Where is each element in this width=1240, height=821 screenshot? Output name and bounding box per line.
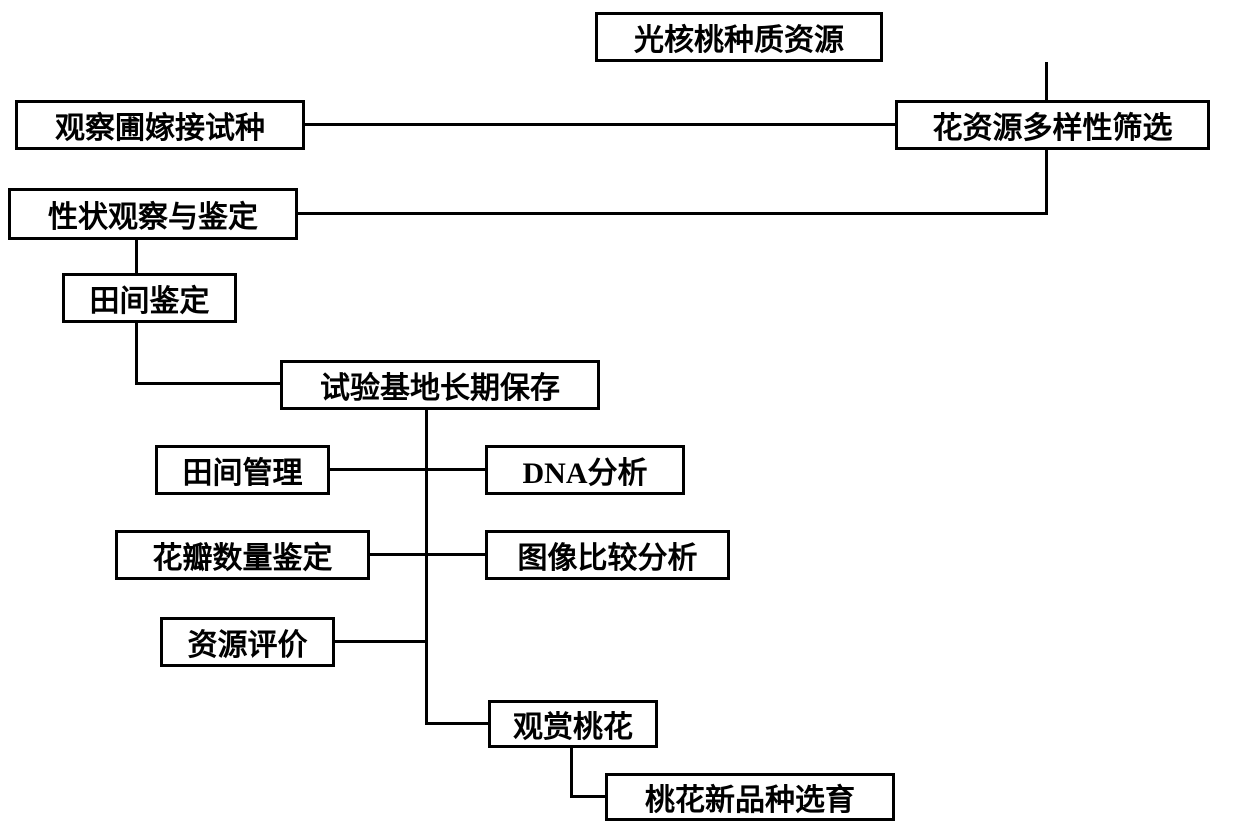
flowchart-node-n3: 花资源多样性筛选 — [895, 100, 1210, 150]
edge-line — [298, 212, 1048, 215]
edge-line — [330, 468, 485, 471]
flowchart-node-n5: 田间鉴定 — [62, 273, 237, 323]
edge-line — [305, 123, 895, 126]
edge-line — [1045, 62, 1048, 100]
flowchart-node-n12: 观赏桃花 — [488, 700, 658, 748]
edge-line — [425, 722, 488, 725]
edge-line — [570, 795, 605, 798]
edge-line — [425, 410, 428, 724]
edge-line — [135, 382, 280, 385]
edge-line — [335, 640, 428, 643]
flowchart-node-n8: DNA分析 — [485, 445, 685, 495]
flowchart-node-n11: 资源评价 — [160, 617, 335, 667]
flowchart-node-n4: 性状观察与鉴定 — [8, 188, 298, 240]
edge-line — [135, 323, 138, 385]
flowchart-node-n1: 光核桃种质资源 — [595, 12, 883, 62]
edge-line — [135, 240, 138, 273]
flowchart-node-n2: 观察圃嫁接试种 — [15, 100, 305, 150]
edge-line — [370, 553, 485, 556]
flowchart-node-n6: 试验基地长期保存 — [280, 360, 600, 410]
flowchart-node-n10: 图像比较分析 — [485, 530, 730, 580]
flowchart-node-n13: 桃花新品种选育 — [605, 773, 895, 821]
flowchart-node-n7: 田间管理 — [155, 445, 330, 495]
flowchart-node-n9: 花瓣数量鉴定 — [115, 530, 370, 580]
edge-line — [1045, 150, 1048, 212]
edge-line — [570, 748, 573, 796]
